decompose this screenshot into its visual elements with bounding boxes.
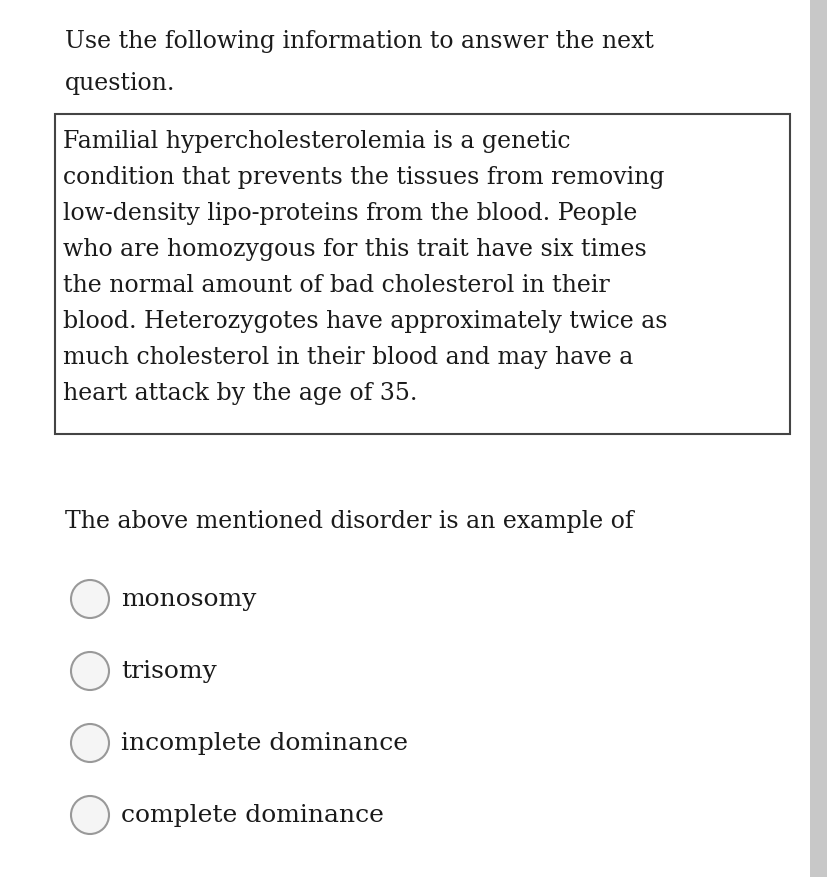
Text: The above mentioned disorder is an example of: The above mentioned disorder is an examp… (65, 510, 633, 532)
Text: complete dominance: complete dominance (121, 803, 384, 826)
Circle shape (71, 796, 109, 834)
Text: heart attack by the age of 35.: heart attack by the age of 35. (63, 381, 417, 404)
Text: who are homozygous for this trait have six times: who are homozygous for this trait have s… (63, 238, 646, 260)
Text: blood. Heterozygotes have approximately twice as: blood. Heterozygotes have approximately … (63, 310, 667, 332)
Text: Familial hypercholesterolemia is a genetic: Familial hypercholesterolemia is a genet… (63, 130, 570, 153)
Bar (55, 115, 789, 434)
Circle shape (71, 581, 109, 618)
Text: incomplete dominance: incomplete dominance (121, 731, 408, 754)
Text: much cholesterol in their blood and may have a: much cholesterol in their blood and may … (63, 346, 633, 368)
Text: the normal amount of bad cholesterol in their: the normal amount of bad cholesterol in … (63, 274, 609, 296)
Text: Use the following information to answer the next: Use the following information to answer … (65, 30, 653, 53)
Text: question.: question. (65, 72, 175, 95)
Text: monosomy: monosomy (121, 588, 256, 610)
Bar (809, 0, 827, 877)
Circle shape (71, 724, 109, 762)
Text: condition that prevents the tissues from removing: condition that prevents the tissues from… (63, 166, 664, 189)
Circle shape (71, 652, 109, 690)
Text: trisomy: trisomy (121, 660, 217, 682)
Text: low-density lipo-proteins from the blood. People: low-density lipo-proteins from the blood… (63, 202, 637, 225)
